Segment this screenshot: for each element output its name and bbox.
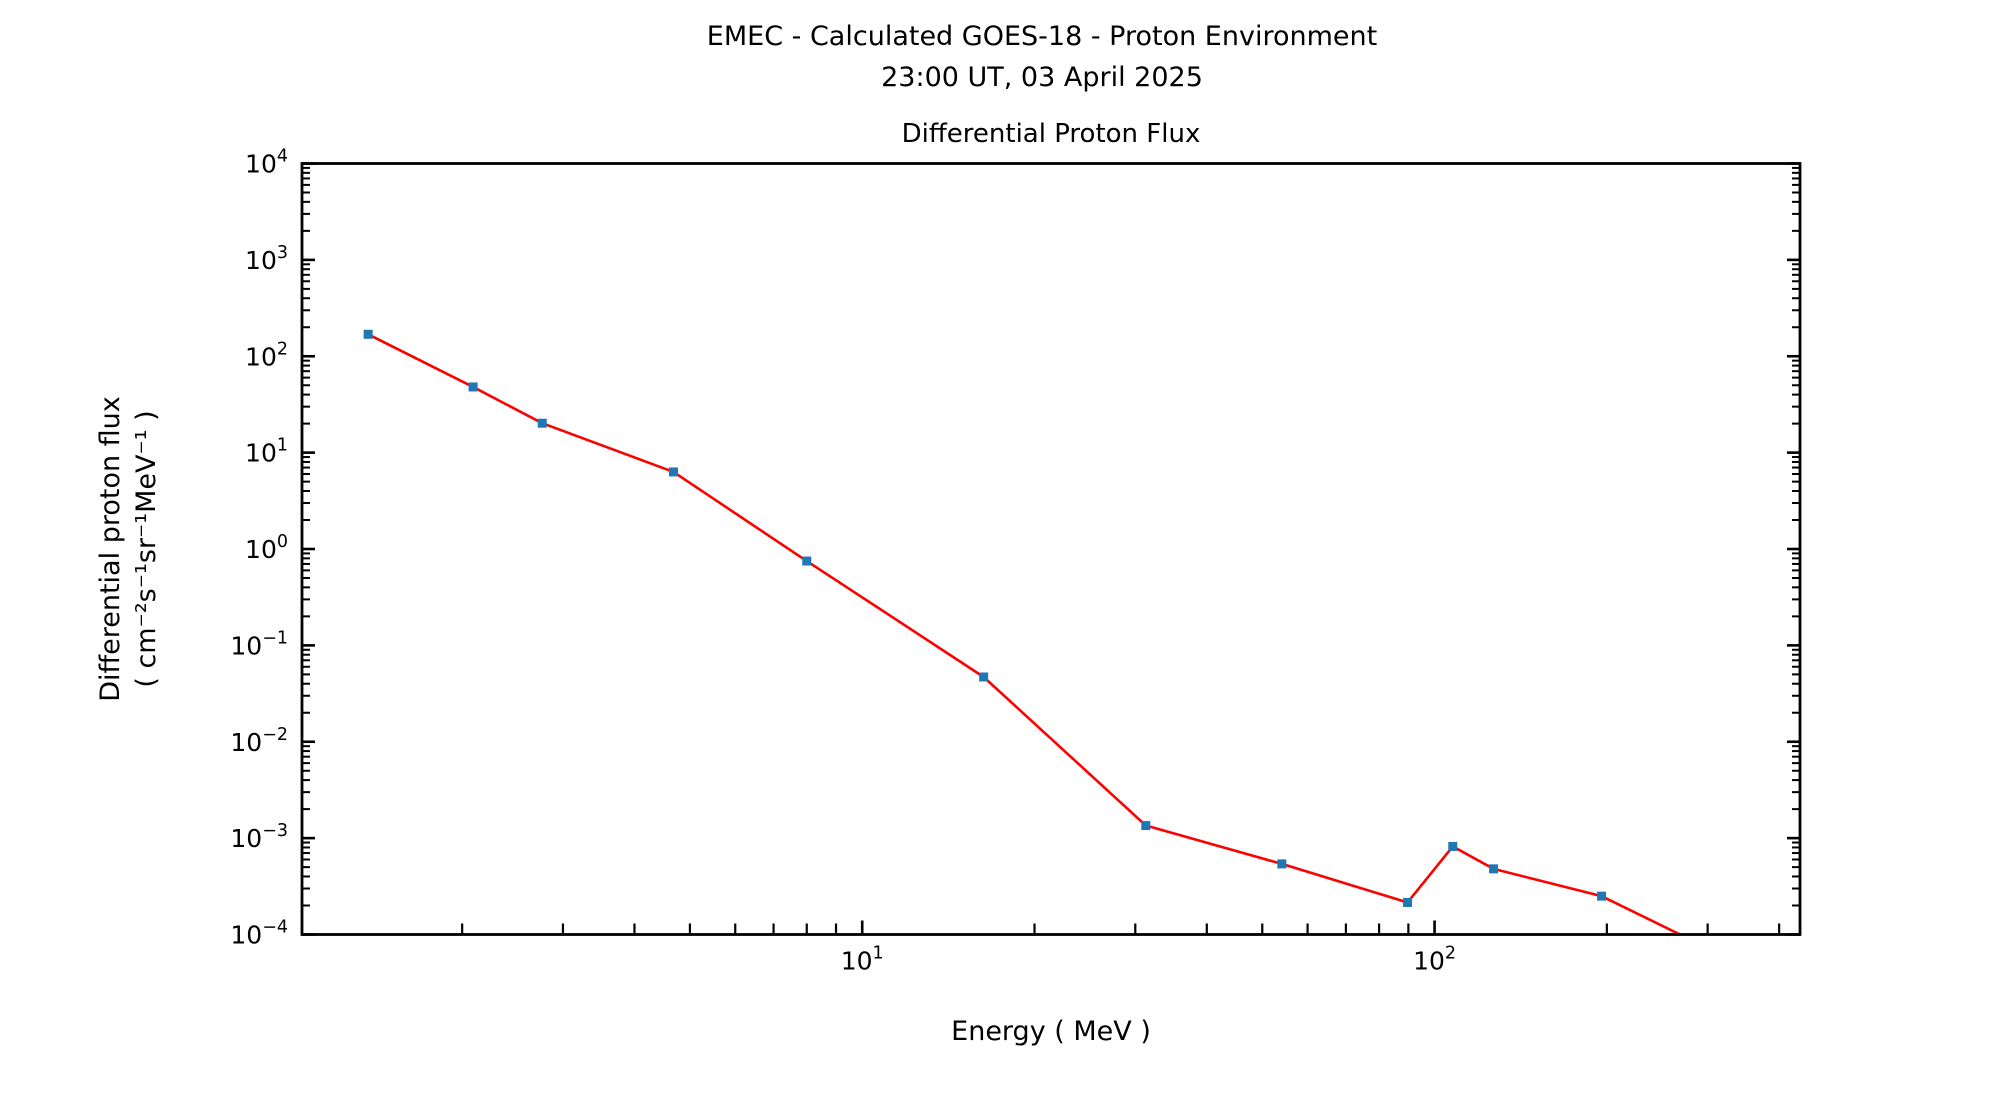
y-tick-label: 102	[245, 339, 288, 371]
tick-labels: 104 103 102 101 100 10−1 10−2 10−3 10−4 101 102	[230, 147, 1456, 976]
y-tick-label: 103	[245, 243, 288, 275]
data-point-marker	[1403, 897, 1413, 907]
data-point-marker	[1448, 841, 1458, 851]
y-tick-label: 100	[245, 532, 288, 564]
series-markers	[363, 329, 1765, 978]
x-tick-label: 102	[1413, 944, 1456, 976]
data-point-marker	[668, 467, 678, 477]
y-tick-label: 10−2	[230, 725, 288, 757]
plot-border	[300, 162, 1802, 936]
axis-ticks	[302, 162, 1800, 936]
data-point-marker	[1277, 859, 1287, 869]
y-tick-label: 10−3	[230, 821, 288, 853]
data-point-marker	[802, 556, 812, 566]
x-tick-label: 101	[841, 944, 884, 976]
data-point-marker	[537, 418, 547, 428]
data-point-marker	[1141, 821, 1151, 831]
data-point-marker	[1756, 969, 1765, 978]
data-point-marker	[468, 382, 478, 392]
y-tick-label: 10−4	[230, 918, 288, 950]
figure-title-line1: EMEC - Calculated GOES-18 - Proton Envir…	[706, 21, 1378, 52]
data-point-marker	[363, 329, 373, 339]
data-point-marker	[1597, 891, 1607, 901]
data-point-marker	[1489, 864, 1499, 874]
series-line	[367, 333, 1683, 935]
y-tick-label: 101	[245, 436, 288, 468]
y-tick-label: 10−1	[230, 628, 288, 660]
figure-title-line2: 23:00 UT, 03 April 2025	[881, 62, 1203, 93]
x-axis-label: Energy ( MeV )	[951, 1016, 1151, 1047]
data-point-marker	[979, 672, 989, 682]
axes-title: Differential Proton Flux	[901, 119, 1201, 149]
figure-title: EMEC - Calculated GOES-18 - Proton Envir…	[0, 16, 2000, 98]
y-tick-label: 104	[245, 147, 288, 179]
